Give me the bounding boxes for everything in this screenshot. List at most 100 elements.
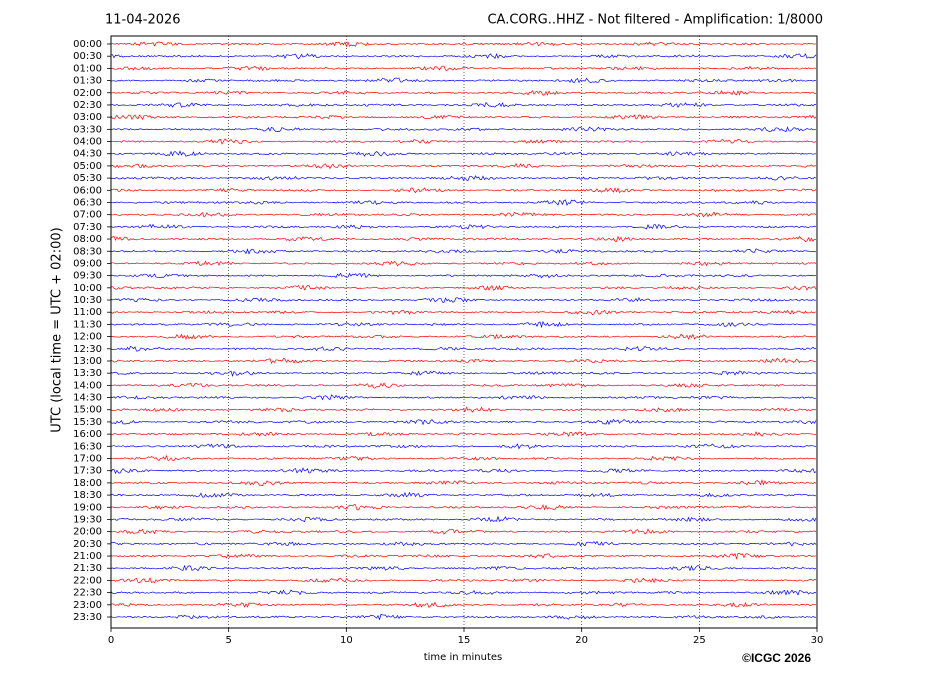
trace [110,552,817,560]
y-tick-label: 10:30 [73,295,102,306]
trace [110,577,817,584]
y-tick-label: 07:00 [73,210,102,221]
trace [110,223,817,230]
trace [110,491,817,498]
trace [110,431,817,437]
trace [110,260,817,267]
y-tick-label: 23:00 [73,600,102,611]
y-tick-label: 04:30 [73,149,102,160]
y-tick-label: 01:00 [73,63,102,74]
y-tick-label: 16:30 [73,441,102,452]
x-tick-label: 15 [458,635,471,646]
y-tick-label: 02:30 [73,100,102,111]
y-tick-label: 02:00 [73,88,102,99]
y-tick-label: 06:00 [73,185,102,196]
y-tick-label: 21:00 [73,551,102,562]
trace [110,443,817,450]
y-tick-label: 14:30 [73,393,102,404]
y-tick-label: 20:00 [73,527,102,538]
y-tick-label: 18:00 [73,478,102,489]
y-axis-label: UTC (local time = UTC + 02:00) [50,227,65,432]
trace [110,138,817,145]
y-tick-label: 04:00 [73,137,102,148]
y-tick-label: 13:30 [73,368,102,379]
trace [110,601,817,609]
y-tick-label: 05:30 [73,173,102,184]
trace [110,467,817,475]
y-tick-label: 17:00 [73,454,102,465]
y-tick-label: 12:00 [73,332,102,343]
y-tick-label: 19:00 [73,502,102,513]
trace [110,394,817,401]
trace [110,528,817,535]
trace [110,65,817,71]
x-tick-label: 5 [225,635,231,646]
trace [110,333,817,341]
x-axis-label: time in minutes [424,652,503,663]
trace [110,406,817,413]
trace [110,126,817,133]
trace [110,589,817,596]
trace [110,199,817,207]
trace [110,211,817,218]
trace [110,382,817,389]
y-tick-label: 18:30 [73,490,102,501]
y-tick-label: 13:00 [73,356,102,367]
trace [110,235,817,243]
x-tick-label: 25 [693,635,706,646]
trace [110,320,817,329]
trace [110,114,817,121]
trace [110,515,817,523]
trace [110,90,817,96]
plot-frame [110,35,818,629]
trace [110,101,817,108]
trace [110,187,817,194]
y-tick-label: 16:00 [73,429,102,440]
y-tick-label: 01:30 [73,76,102,87]
y-tick-label: 10:00 [73,283,102,294]
x-tick-label: 20 [575,635,588,646]
y-tick-label: 19:30 [73,514,102,525]
y-tick-label: 15:00 [73,405,102,416]
trace [110,150,817,157]
y-tick-label: 17:30 [73,466,102,477]
trace [110,175,817,182]
x-tick-label: 0 [108,635,114,646]
y-tick-label: 21:30 [73,563,102,574]
trace [110,479,817,486]
y-tick-label: 22:30 [73,588,102,599]
trace [110,370,817,377]
trace [110,345,817,352]
trace [110,454,817,462]
y-tick-label: 03:00 [73,112,102,123]
y-tick-label: 22:00 [73,575,102,586]
trace [110,77,817,84]
y-tick-label: 12:30 [73,344,102,355]
y-tick-label: 11:30 [73,319,102,330]
x-tick-label: 10 [340,635,353,646]
y-tick-label: 23:30 [73,612,102,623]
y-tick-label: 00:00 [73,39,102,50]
trace [110,248,817,255]
trace [110,272,817,279]
trace [110,40,817,48]
y-tick-label: 14:00 [73,380,102,391]
y-tick-label: 08:30 [73,246,102,257]
trace [110,309,817,316]
trace [110,613,817,621]
y-tick-label: 09:00 [73,258,102,269]
trace [110,540,817,547]
y-tick-label: 00:30 [73,51,102,62]
trace [110,284,817,291]
trace [110,564,817,572]
trace [110,163,817,170]
chart-title: CA.CORG..HHZ - Not filtered - Amplificat… [487,13,823,28]
trace [110,296,817,303]
copyright: ©ICGC 2026 [742,651,811,665]
y-tick-label: 03:30 [73,124,102,135]
y-tick-label: 05:00 [73,161,102,172]
trace [110,504,817,511]
y-tick-label: 11:00 [73,307,102,318]
